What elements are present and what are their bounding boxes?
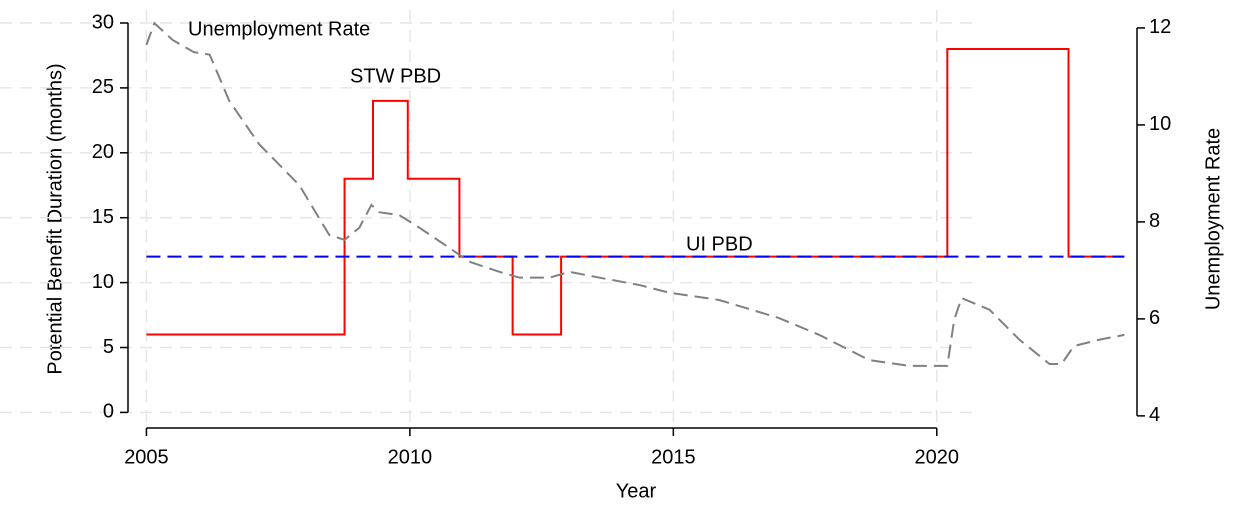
y-tick-label: 10 xyxy=(92,271,114,293)
x-tick-label: 2015 xyxy=(651,446,696,468)
y2-tick-label: 12 xyxy=(1149,16,1171,38)
annotation: Unemployment Rate xyxy=(188,18,370,40)
y2-tick-label: 10 xyxy=(1149,113,1171,135)
y-axis-label: Potential Benefit Duration (months) xyxy=(44,63,66,374)
series-line xyxy=(146,47,1125,336)
y-tick-label: 25 xyxy=(92,76,114,98)
y-tick-label: 20 xyxy=(92,141,114,163)
y-tick-label: 0 xyxy=(103,401,114,423)
y2-tick-label: 8 xyxy=(1149,210,1160,232)
annotation: STW PBD xyxy=(350,65,441,87)
x-tick-label: 2005 xyxy=(124,446,169,468)
annotation: UI PBD xyxy=(686,233,753,255)
y-tick-label: 5 xyxy=(103,336,114,358)
x-axis-label: Year xyxy=(616,480,657,502)
series-line xyxy=(145,21,1125,367)
x-tick-label: 2010 xyxy=(388,446,433,468)
y-tick-label: 30 xyxy=(92,11,114,33)
y2-tick-label: 4 xyxy=(1149,404,1160,426)
y-tick-label: 15 xyxy=(92,206,114,228)
y2-tick-label: 6 xyxy=(1149,307,1160,329)
y2-axis-label: Unemployment Rate xyxy=(1202,128,1224,310)
x-tick-label: 2020 xyxy=(915,446,960,468)
